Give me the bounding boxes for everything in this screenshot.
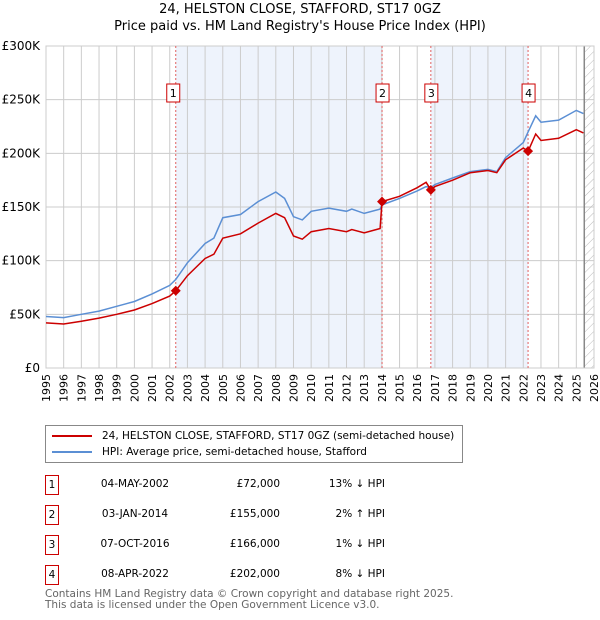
marker-badge: 4	[45, 565, 59, 585]
footer: Contains HM Land Registry data © Crown c…	[45, 589, 453, 611]
date: 07-OCT-2016	[100, 538, 170, 550]
marker-badge: 2	[45, 505, 59, 525]
x-tick-label: 1999	[111, 374, 124, 402]
price: £72,000	[236, 478, 280, 490]
x-tick-label: 2018	[447, 374, 460, 402]
x-tick-label: 2016	[411, 374, 424, 402]
date: 03-JAN-2014	[101, 508, 169, 520]
x-tick-label: 2013	[358, 374, 371, 402]
price: £202,000	[229, 568, 280, 580]
sale-label: 4	[525, 87, 532, 100]
x-tick-label: 2000	[128, 374, 141, 402]
x-tick-label: 2004	[199, 374, 212, 402]
price-line	[45, 128, 584, 325]
sale-point	[523, 146, 534, 157]
future-hatch	[584, 46, 594, 368]
x-tick-label: 2002	[164, 374, 177, 402]
x-tick-label: 2006	[234, 374, 247, 402]
x-tick-label: 2021	[500, 374, 513, 402]
legend: 24, HELSTON CLOSE, STAFFORD, ST17 0GZ (s…	[45, 425, 463, 463]
x-tick-label: 2009	[287, 374, 300, 402]
price: £155,000	[229, 508, 280, 520]
transaction-row: 2 03-JAN-2014 £155,000 2% ↑ HPI	[45, 505, 465, 527]
transaction-row: 1 04-MAY-2002 £72,000 13% ↓ HPI	[45, 475, 465, 497]
x-tick-label: 2008	[270, 374, 283, 402]
sale-label: 2	[379, 87, 386, 100]
hpi-diff: 1% ↓ HPI	[335, 538, 385, 550]
sale-label-box	[521, 83, 536, 103]
sale-label-box	[424, 83, 439, 103]
x-tick-label: 2019	[464, 374, 477, 402]
hpi-diff: 13% ↓ HPI	[328, 478, 385, 490]
price: £166,000	[229, 538, 280, 550]
marker-badge: 3	[45, 535, 59, 555]
plot-border	[45, 45, 595, 369]
y-tick-label: £50K	[9, 307, 41, 321]
x-tick-label: 1995	[40, 374, 53, 402]
transaction-row: 3 07-OCT-2016 £166,000 1% ↓ HPI	[45, 535, 465, 557]
x-tick-label: 1996	[58, 374, 71, 402]
x-tick-label: 2020	[482, 374, 495, 402]
chart-title: 24, HELSTON CLOSE, STAFFORD, ST17 0GZ	[159, 2, 441, 17]
hpi-line	[45, 109, 584, 319]
sale-point	[425, 184, 436, 195]
sale-label: 1	[170, 87, 177, 100]
x-tick-label: 2001	[146, 374, 159, 402]
x-tick-label: 2014	[376, 374, 389, 402]
marker-badge: 1	[45, 475, 59, 495]
y-tick-label: £150K	[2, 200, 42, 214]
hpi-legend-swatch	[52, 451, 92, 453]
x-tick-label: 2025	[570, 374, 583, 402]
legend-hpi: HPI: Average price, semi-detached house,…	[102, 446, 367, 458]
sale-label-box	[166, 83, 181, 103]
x-tick-label: 2015	[394, 374, 407, 402]
hpi-diff: 8% ↓ HPI	[335, 568, 385, 580]
x-tick-label: 2024	[553, 374, 566, 402]
x-tick-label: 2022	[517, 374, 530, 402]
x-tick-label: 2012	[341, 374, 354, 402]
price-chart: 1995 1996 1997 1998 1999 2000 2001 2002 2003 2004…	[2, 39, 600, 402]
footer-copyright: Contains HM Land Registry data © Crown c…	[45, 588, 454, 600]
chart-subtitle: Price paid vs. HM Land Registry's House …	[114, 19, 486, 34]
x-tick-label: 2011	[323, 374, 336, 402]
x-tick-label: 2026	[588, 374, 600, 402]
sale-label: 3	[428, 87, 435, 100]
sale-label-box	[375, 83, 390, 103]
transaction-row: 4 08-APR-2022 £202,000 8% ↓ HPI	[45, 565, 465, 587]
legend-price: 24, HELSTON CLOSE, STAFFORD, ST17 0GZ (s…	[102, 430, 455, 442]
y-tick-label: £300K	[2, 39, 42, 53]
sale-point	[377, 196, 388, 207]
footer-licence: This data is licensed under the Open Gov…	[45, 599, 380, 611]
x-tick-label: 2003	[181, 374, 194, 402]
y-tick-label: £250K	[2, 93, 42, 107]
sale-point	[170, 285, 181, 296]
y-tick-label: £100K	[2, 254, 42, 268]
date: 08-APR-2022	[101, 568, 169, 580]
x-tick-label: 2010	[305, 374, 318, 402]
y-tick-label: £0	[25, 361, 40, 375]
x-tick-label: 2007	[252, 374, 265, 402]
y-tick-label: £200K	[2, 146, 42, 160]
x-tick-label: 2017	[429, 374, 442, 402]
x-tick-label: 1997	[75, 374, 88, 402]
x-tick-label: 2005	[217, 374, 230, 402]
date: 04-MAY-2002	[100, 478, 170, 490]
hpi-diff: 2% ↑ HPI	[335, 508, 385, 520]
x-tick-label: 1998	[93, 374, 106, 402]
price-legend-swatch	[52, 435, 92, 437]
x-tick-label: 2023	[535, 374, 548, 402]
